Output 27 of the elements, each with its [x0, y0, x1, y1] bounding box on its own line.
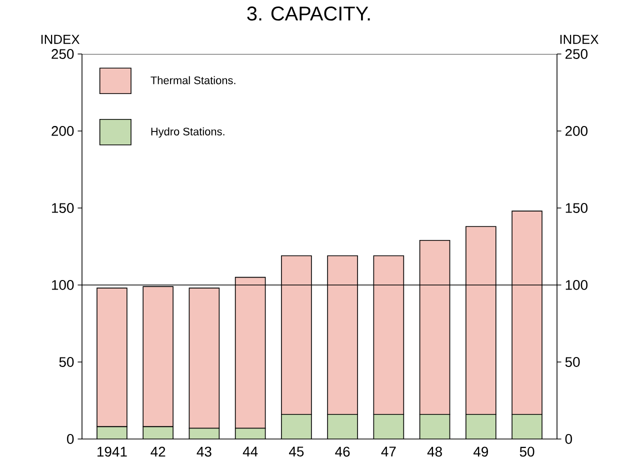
x-tick-label: 44 — [242, 446, 258, 456]
y-tick-label: 0 — [67, 434, 74, 444]
legend-label: Hydro Stations. — [151, 127, 224, 138]
y2-tick-label: 250 — [565, 49, 588, 59]
y-tick-label: 250 — [52, 49, 74, 59]
y2-tick-label: 50 — [565, 357, 580, 367]
x-tick-label: 50 — [520, 446, 534, 457]
y-tick-label: 200 — [52, 126, 74, 136]
x-tick-label: 45 — [289, 446, 304, 457]
y2-tick-label: 150 — [566, 203, 588, 213]
x-tick-label: 46 — [335, 446, 350, 457]
x-tick-label: 42 — [150, 446, 166, 457]
y2-tick-label: 100 — [566, 280, 588, 290]
y-tick-label: 150 — [52, 203, 74, 213]
y-axis-title: INDEX — [41, 34, 80, 44]
x-tick-label: 1941 — [98, 446, 127, 457]
legend-label: Thermal Stations. — [150, 76, 236, 84]
x-tick-label: 48 — [427, 446, 442, 457]
chart-title: 3. CAPACITY. — [247, 6, 370, 21]
y-tick-label: 100 — [52, 280, 74, 290]
y2-tick-label: 200 — [565, 126, 588, 136]
x-tick-label: 47 — [381, 446, 396, 456]
x-tick-label: 49 — [473, 446, 488, 457]
x-tick-label: 43 — [196, 446, 212, 457]
y2-tick-label: 0 — [565, 434, 572, 444]
y-tick-label: 50 — [59, 357, 74, 367]
y2-axis-title: INDEX — [560, 34, 599, 44]
